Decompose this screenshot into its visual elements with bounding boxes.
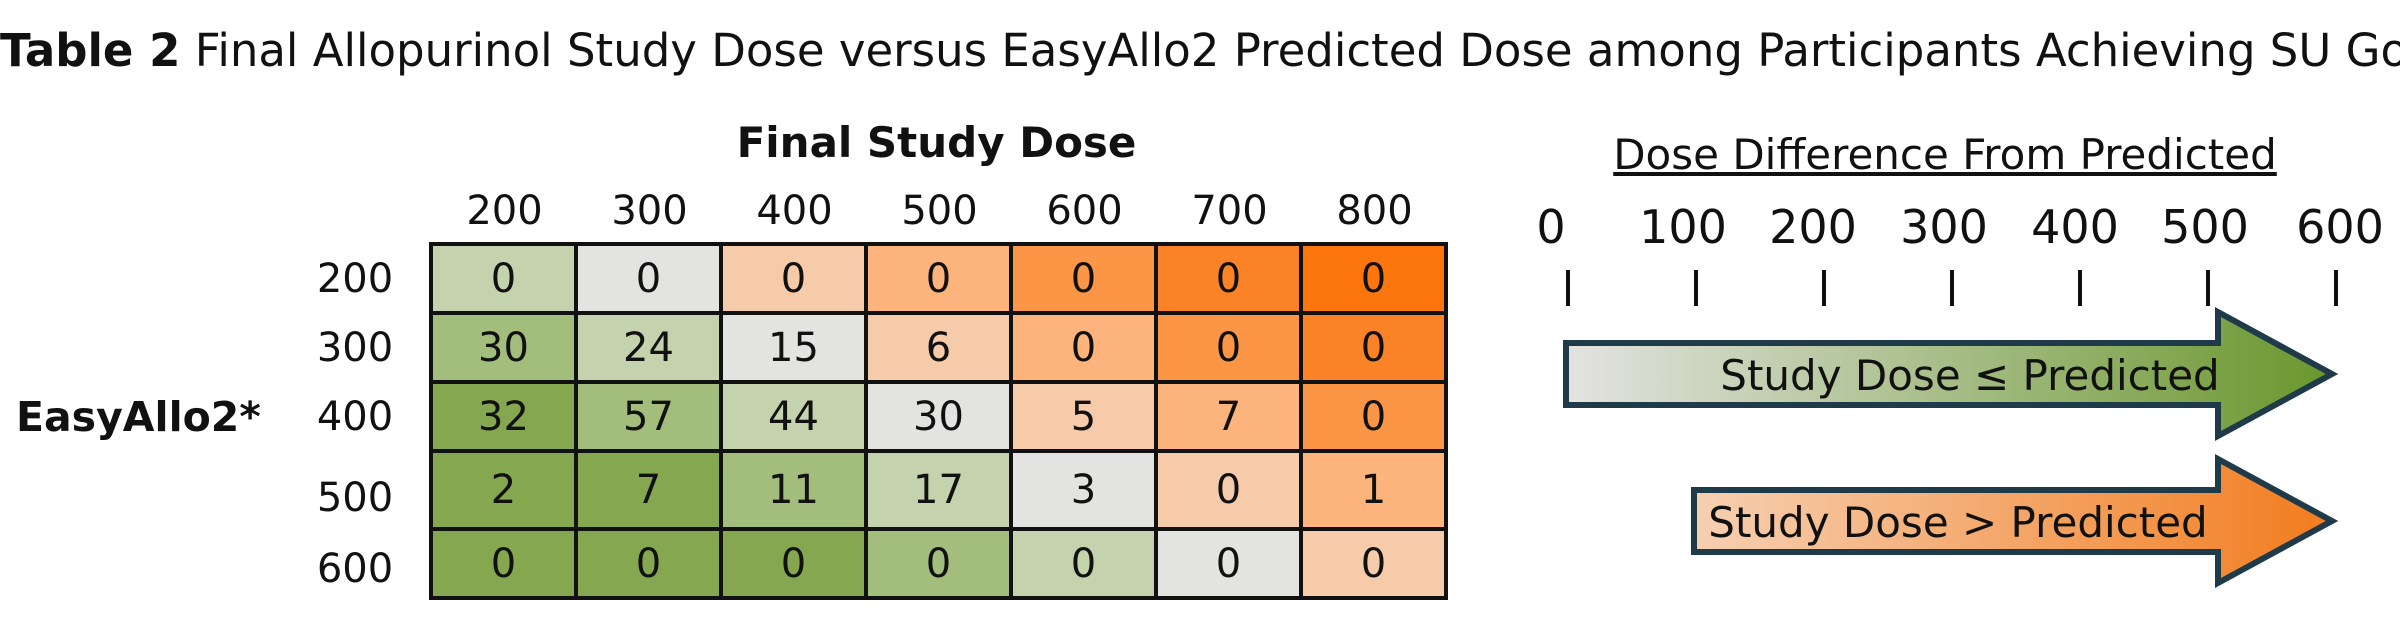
scale-tick [1694,270,1698,306]
table-row: 0 0 0 0 0 0 0 [429,242,1448,315]
table-cell: 0 [1299,311,1448,384]
scale-tick [1950,270,1954,306]
table-title: Table 2 Final Allopurinol Study Dose ver… [0,24,2400,77]
legend-title: Dose Difference From Predicted [1613,130,2277,179]
scale-tick [2206,270,2210,306]
table-cell: 0 [429,527,578,600]
column-label: 200 [466,188,543,234]
table-cell: 1 [1299,449,1448,531]
table-cell: 3 [1009,449,1158,531]
scale-label: 200 [1769,200,1857,254]
arrow-label: Study Dose > Predicted [1708,498,2207,547]
table-cell: 0 [719,527,868,600]
table-cell: 0 [574,242,723,315]
dose-comparison-table: 0 0 0 0 0 0 0 30 24 15 6 0 0 0 32 57 44 … [429,242,1448,600]
table-cell: 32 [429,380,578,453]
scale-label: 300 [1900,200,1988,254]
row-label: 400 [316,394,394,440]
scale-label: 0 [1536,200,1566,254]
row-label: 600 [316,546,394,592]
row-label: 200 [316,256,394,302]
table-cell: 11 [719,449,868,531]
table-number: Table 2 [0,24,181,77]
table-caption: Final Allopurinol Study Dose versus Easy… [180,24,2400,77]
scale-label: 100 [1639,200,1727,254]
table-cell: 7 [1154,380,1303,453]
scale-label: 400 [2031,200,2119,254]
arrow-label: Study Dose ≤ Predicted [1720,351,2219,400]
table-cell: 6 [864,311,1013,384]
table-cell: 0 [864,527,1013,600]
column-label: 700 [1191,188,1268,234]
scale-tick [1566,270,1570,306]
table-cell: 57 [574,380,723,453]
column-label: 400 [756,188,833,234]
column-label: 300 [611,188,688,234]
table-row: 2 7 11 17 3 0 1 [429,449,1448,531]
table-cell: 30 [429,311,578,384]
table-cell: 0 [1154,242,1303,315]
table-cell: 0 [574,527,723,600]
arrow-study-dose-gt-predicted [1691,453,2339,589]
table-cell: 0 [1299,380,1448,453]
scale-tick [2334,270,2338,306]
table-cell: 0 [1009,527,1158,600]
table-row: 0 0 0 0 0 0 0 [429,527,1448,600]
table-cell: 0 [1009,311,1158,384]
table-cell: 0 [429,242,578,315]
scale-tick [1822,270,1826,306]
table-cell: 24 [574,311,723,384]
table-cell: 0 [1009,242,1158,315]
scale-label: 600 [2296,200,2384,254]
table-cell: 17 [864,449,1013,531]
scale-label: 500 [2161,200,2249,254]
row-header: EasyAllo2* [16,393,261,441]
table-cell: 0 [1299,527,1448,600]
scale-tick [2078,270,2082,306]
table-cell: 0 [864,242,1013,315]
table-cell: 0 [1154,527,1303,600]
table-cell: 0 [1154,311,1303,384]
table-cell: 0 [1299,242,1448,315]
table-cell: 7 [574,449,723,531]
table-cell: 0 [1154,449,1303,531]
arrow-study-dose-le-predicted [1563,306,2339,442]
table-row: 30 24 15 6 0 0 0 [429,311,1448,384]
column-label: 500 [901,188,978,234]
row-label: 300 [316,325,394,371]
column-label: 600 [1046,188,1123,234]
table-cell: 0 [719,242,868,315]
column-label: 800 [1336,188,1413,234]
table-cell: 5 [1009,380,1158,453]
column-header: Final Study Dose [736,118,1137,167]
table-cell: 15 [719,311,868,384]
table-cell: 2 [429,449,578,531]
row-label: 500 [316,475,394,521]
table-row: 32 57 44 30 5 7 0 [429,380,1448,453]
table-cell: 30 [864,380,1013,453]
table-cell: 44 [719,380,868,453]
